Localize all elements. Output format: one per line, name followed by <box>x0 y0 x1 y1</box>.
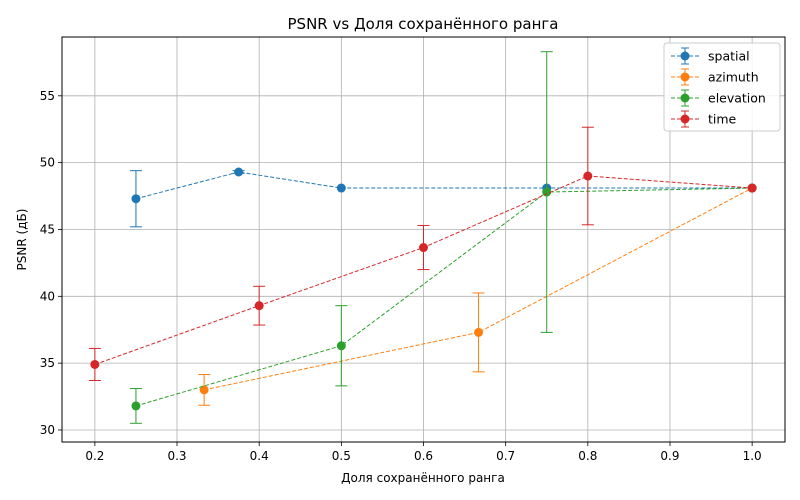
legend-marker <box>680 114 690 124</box>
legend-marker <box>680 93 690 103</box>
data-point <box>336 183 346 193</box>
legend-item-elevation: elevation <box>671 89 766 107</box>
legend-box <box>663 42 781 132</box>
y-tick-label: 45 <box>40 222 55 236</box>
ticks: 0.2 0.3 0.4 0.5 0.6 0.7 0.8 0.9 1.0 30 35 40 45 50 55 <box>40 89 762 463</box>
y-tick-label: 50 <box>40 156 55 170</box>
series-line <box>135 171 753 200</box>
data-point <box>90 359 100 369</box>
data-point <box>474 327 484 337</box>
legend-item-time: time <box>671 110 737 128</box>
series-line <box>135 187 753 407</box>
series-line <box>204 187 753 391</box>
x-tick-label: 0.9 <box>660 449 679 463</box>
x-tick-label: 1.0 <box>743 449 762 463</box>
y-tick-label: 55 <box>40 89 55 103</box>
legend-label: elevation <box>708 91 766 106</box>
series-spatial <box>129 167 757 228</box>
legend-item-spatial: spatial <box>671 47 750 65</box>
y-tick-label: 30 <box>40 423 55 437</box>
series-azimuth <box>198 183 757 406</box>
x-axis-label: Доля сохранённого ранга <box>341 471 505 485</box>
legend-label: time <box>708 112 737 127</box>
x-tick-label: 0.3 <box>167 449 186 463</box>
data-point <box>131 194 141 204</box>
series-layer <box>88 51 757 424</box>
data-point <box>542 187 552 197</box>
x-tick-label: 0.8 <box>578 449 597 463</box>
data-point <box>234 167 244 177</box>
x-tick-label: 0.4 <box>250 449 269 463</box>
data-point <box>419 243 428 253</box>
legend-item-azimuth: azimuth <box>671 68 759 86</box>
chart-title: PSNR vs Доля сохранённого ранга <box>288 15 559 33</box>
x-tick-label: 0.6 <box>414 449 433 463</box>
data-point <box>199 385 209 395</box>
data-point <box>747 183 757 193</box>
legend-marker <box>680 51 690 61</box>
legend-label: spatial <box>708 49 750 64</box>
series-elevation <box>129 51 757 424</box>
y-tick-label: 35 <box>40 356 55 370</box>
data-point <box>336 341 346 351</box>
legend-marker <box>680 72 690 82</box>
series-time <box>88 126 757 382</box>
legend-label: azimuth <box>708 70 759 85</box>
x-tick-label: 0.7 <box>496 449 515 463</box>
legend: spatial azimuth elevation time <box>663 42 781 132</box>
y-tick-label: 40 <box>40 289 55 303</box>
data-point <box>254 301 264 311</box>
data-point <box>131 401 141 411</box>
x-tick-label: 0.5 <box>332 449 351 463</box>
x-tick-label: 0.2 <box>85 449 104 463</box>
data-point <box>583 171 593 181</box>
y-axis-label: PSNR (дБ) <box>15 209 29 271</box>
